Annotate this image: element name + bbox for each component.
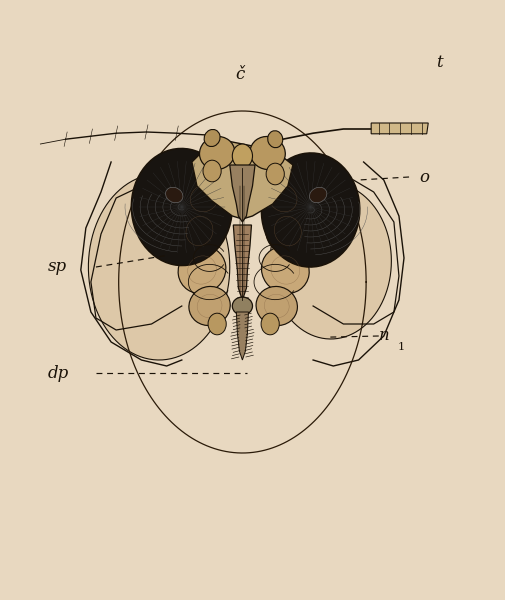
Ellipse shape (259, 175, 307, 221)
Text: n: n (379, 328, 389, 344)
Ellipse shape (189, 286, 230, 326)
Ellipse shape (232, 144, 252, 168)
Polygon shape (371, 123, 428, 134)
Ellipse shape (199, 136, 235, 170)
Ellipse shape (177, 206, 222, 256)
Text: č: č (235, 66, 244, 83)
Polygon shape (236, 312, 248, 360)
Ellipse shape (256, 286, 297, 326)
Polygon shape (192, 141, 293, 219)
Text: dp: dp (48, 365, 69, 382)
Ellipse shape (166, 187, 183, 203)
Ellipse shape (262, 247, 309, 293)
Ellipse shape (204, 130, 220, 146)
Ellipse shape (178, 247, 226, 293)
Ellipse shape (310, 187, 327, 203)
Circle shape (261, 313, 279, 335)
Text: sp: sp (48, 259, 67, 275)
Text: 1: 1 (398, 342, 405, 352)
Ellipse shape (181, 175, 228, 221)
Text: t: t (436, 54, 443, 71)
Polygon shape (233, 225, 251, 300)
Circle shape (208, 313, 226, 335)
Ellipse shape (232, 297, 252, 315)
Polygon shape (230, 165, 255, 222)
Ellipse shape (268, 131, 283, 148)
Ellipse shape (250, 136, 285, 170)
Polygon shape (88, 174, 230, 360)
Ellipse shape (262, 153, 360, 267)
Text: o: o (419, 169, 429, 185)
Circle shape (203, 160, 221, 182)
Ellipse shape (131, 148, 232, 266)
Polygon shape (270, 183, 391, 339)
Ellipse shape (266, 206, 310, 256)
Circle shape (266, 163, 284, 185)
